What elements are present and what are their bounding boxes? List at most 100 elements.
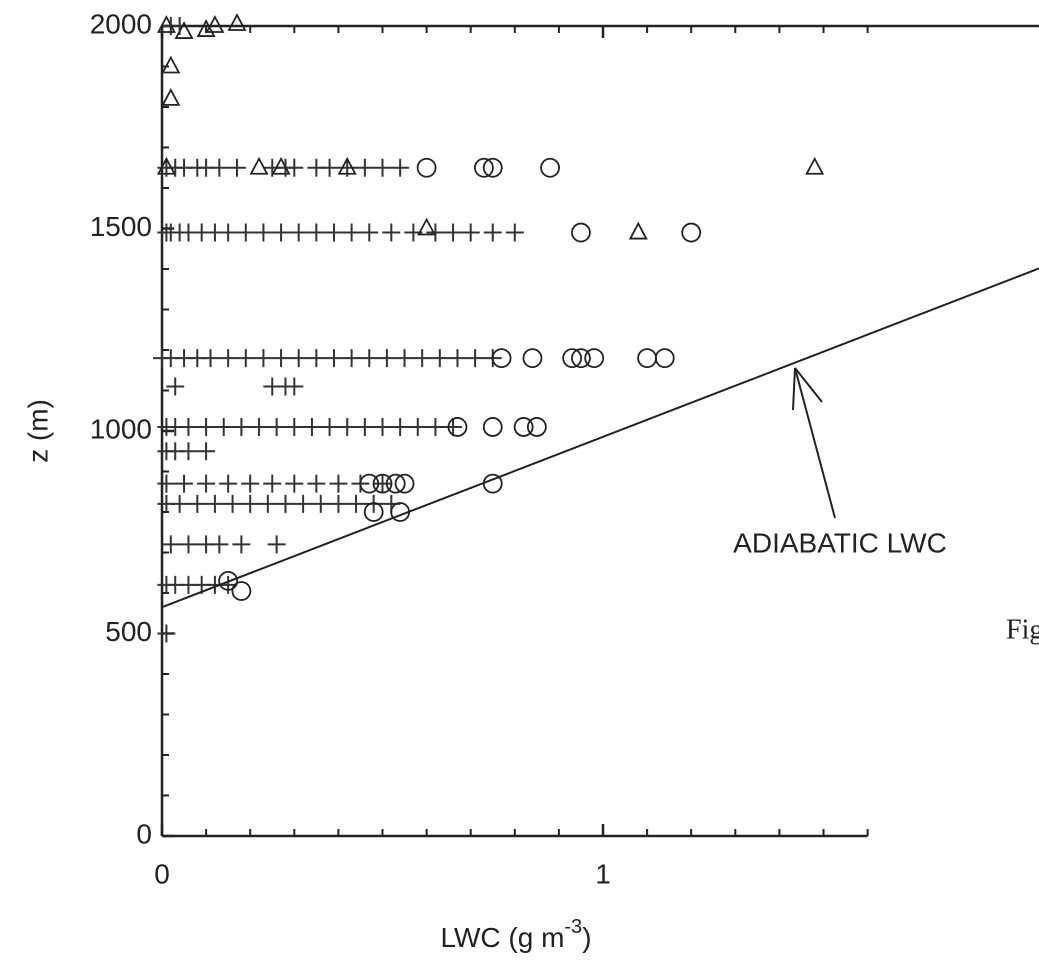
plus-marker — [483, 223, 502, 242]
plus-marker — [285, 417, 304, 436]
plus-marker — [254, 223, 273, 242]
plus-marker — [201, 349, 220, 368]
y-tick-label: 2000 — [90, 8, 152, 39]
plus-marker — [254, 349, 273, 368]
annotation: ADIABATIC LWC — [733, 527, 947, 558]
adiabatic-line — [161, 267, 1039, 609]
triangle-marker — [174, 21, 194, 39]
plus-marker — [267, 535, 286, 554]
plus-marker — [197, 442, 216, 461]
plus-marker — [219, 349, 238, 368]
plus-marker — [360, 223, 379, 242]
circle-marker — [218, 570, 239, 591]
plus-marker — [395, 349, 414, 368]
x-label-suffix: ) — [582, 922, 591, 953]
plus-marker — [219, 223, 238, 242]
plus-marker — [373, 474, 392, 493]
plus-marker — [373, 417, 392, 436]
plus-marker — [258, 494, 277, 513]
plus-marker — [197, 474, 216, 493]
plus-marker — [505, 223, 524, 242]
triangle-marker — [196, 19, 216, 37]
plus-marker — [307, 223, 326, 242]
plus-marker — [188, 494, 207, 513]
triangle-marker — [161, 55, 181, 74]
plus-marker — [413, 349, 432, 368]
plus-marker — [294, 494, 313, 513]
triangle-marker — [156, 156, 176, 175]
plus-marker — [426, 417, 445, 436]
plus-marker — [166, 377, 185, 396]
circle-marker — [654, 348, 675, 369]
plus-marker — [227, 158, 246, 177]
plus-marker — [355, 158, 374, 177]
plus-marker — [276, 494, 295, 513]
arrow-head — [792, 367, 823, 411]
x-label-superscript: -3 — [564, 916, 582, 938]
circle-marker — [522, 348, 543, 369]
triangle-marker — [805, 156, 825, 175]
plus-marker — [232, 417, 251, 436]
plus-marker — [307, 349, 326, 368]
plus-marker — [285, 377, 304, 396]
plus-marker — [408, 417, 427, 436]
plus-marker — [161, 535, 180, 554]
plus-marker — [157, 624, 176, 643]
plus-marker — [214, 417, 233, 436]
plus-marker — [355, 417, 374, 436]
circle-marker — [637, 348, 657, 369]
circle-marker — [571, 348, 591, 369]
plus-marker — [307, 474, 326, 493]
triangle-marker — [337, 156, 357, 175]
plus-marker — [205, 494, 224, 513]
plus-marker — [311, 494, 330, 513]
plus-marker — [157, 474, 176, 493]
plus-marker — [219, 474, 238, 493]
plus-marker — [250, 417, 269, 436]
plus-marker — [236, 223, 255, 242]
annotation-arrow — [794, 367, 836, 519]
plus-marker — [272, 223, 291, 242]
triangle-marker — [161, 87, 181, 106]
plus-marker — [466, 349, 485, 368]
plus-marker — [373, 158, 392, 177]
triangle-marker — [417, 217, 437, 236]
plus-marker — [324, 223, 343, 242]
plus-marker — [382, 223, 401, 242]
circle-marker — [562, 348, 583, 369]
plus-marker — [391, 417, 410, 436]
plus-marker — [342, 223, 361, 242]
circle-marker — [231, 581, 252, 601]
y-tick-label: 1000 — [90, 413, 152, 444]
circle-marker — [416, 157, 437, 178]
circle-marker — [394, 473, 415, 494]
plus-marker — [391, 158, 410, 177]
plus-marker — [285, 474, 304, 493]
y-tick-label: 1500 — [90, 211, 152, 242]
plus-marker — [338, 417, 357, 436]
circle-marker — [372, 473, 393, 494]
circle-marker — [540, 157, 560, 178]
plus-marker — [210, 535, 229, 554]
triangle-marker — [156, 15, 176, 33]
plus-marker — [236, 349, 255, 368]
plus-marker — [426, 223, 445, 242]
y-tick-label: 500 — [105, 616, 152, 647]
plus-marker — [175, 474, 194, 493]
plus-marker — [272, 349, 291, 368]
plus-marker — [320, 417, 339, 436]
triangle-marker — [227, 13, 247, 31]
x-tick-label: 1 — [595, 858, 611, 889]
plus-marker — [289, 223, 308, 242]
plus-marker — [329, 474, 348, 493]
plus-marker — [170, 494, 189, 513]
circle-marker — [385, 473, 406, 494]
circle-marker — [491, 348, 512, 369]
plus-marker — [364, 494, 383, 513]
plus-marker — [461, 223, 480, 242]
circle-marker — [482, 417, 503, 437]
plus-marker — [179, 442, 198, 461]
triangle-marker — [271, 156, 291, 175]
circle-marker — [447, 417, 468, 437]
